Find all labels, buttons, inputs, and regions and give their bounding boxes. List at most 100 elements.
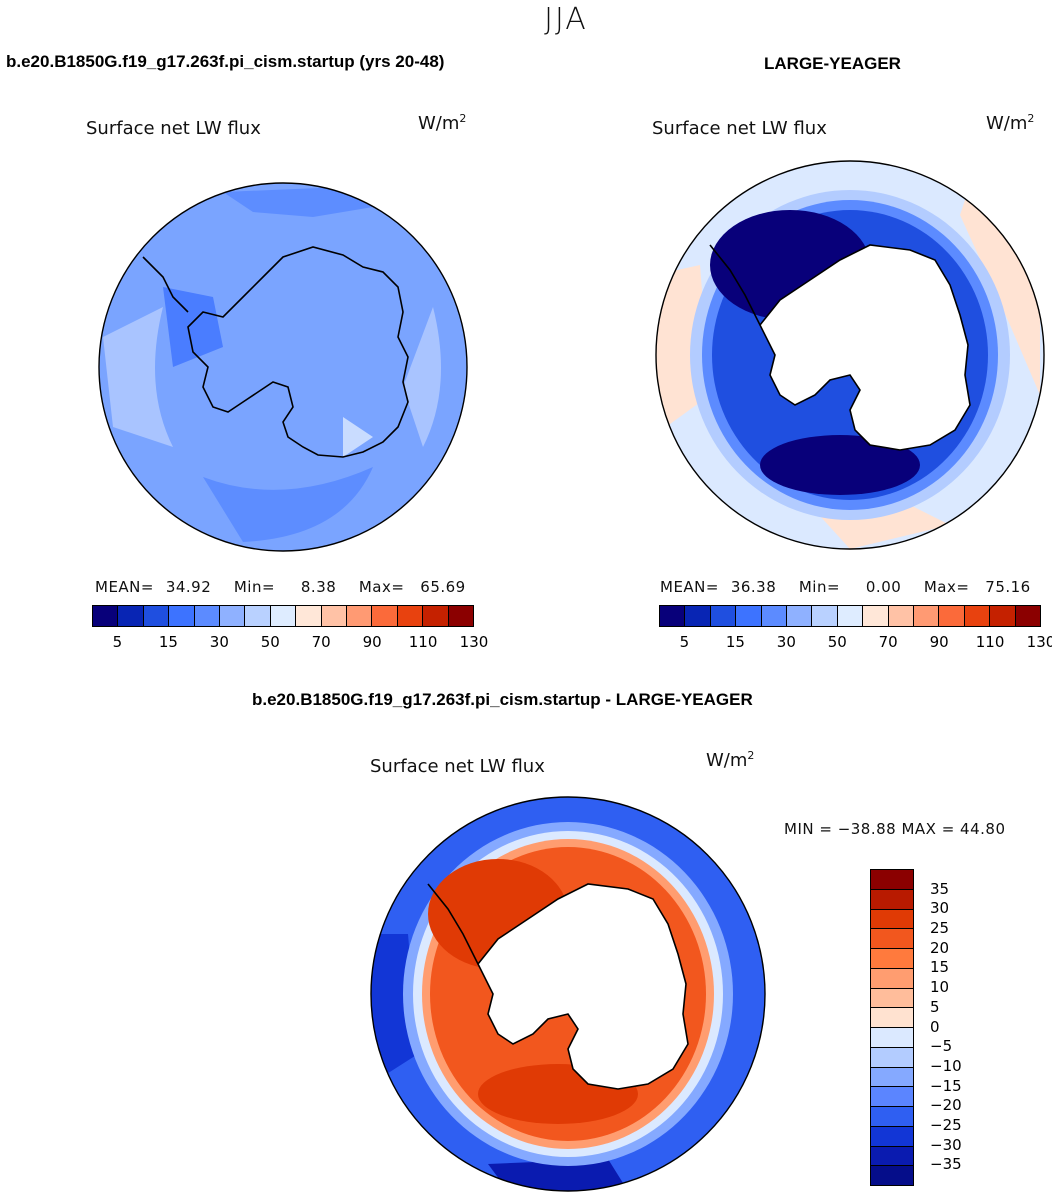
top-left-map-border <box>98 182 468 552</box>
top-right-colorbar-tick-label: 110 <box>975 633 1005 651</box>
top-left-colorbar-swatch <box>397 606 424 626</box>
top-left-field-patch <box>403 307 441 447</box>
top-left-colorbar-tick-label: 130 <box>459 633 489 651</box>
bottom-colorbar-swatch <box>871 949 913 969</box>
bottom-polar-map <box>370 796 766 1192</box>
top-left-mean-label: MEAN= <box>95 578 154 596</box>
case2-title: LARGE-YEAGER <box>764 54 901 73</box>
bottom-colorbar-tick-label: 0 <box>930 1017 940 1036</box>
bottom-colorbar-swatch <box>871 909 913 930</box>
top-right-colorbar-swatch <box>964 606 991 626</box>
top-left-mean-value: 34.92 <box>165 578 212 596</box>
top-right-colorbar-swatch <box>736 606 762 626</box>
bottom-colorbar-swatch <box>871 1126 913 1147</box>
top-left-units: W/m2 <box>418 112 467 134</box>
top-left-colorbar-swatch <box>143 606 170 626</box>
bottom-peninsula-coastline <box>427 883 479 965</box>
bottom-colorbar-swatch <box>871 1166 913 1185</box>
top-right-antarctica-coastline <box>759 244 971 451</box>
bottom-colorbar-tick-label: 15 <box>930 958 950 977</box>
top-left-colorbar-swatch <box>448 606 474 626</box>
bottom-colorbar-swatch <box>871 1087 913 1107</box>
bottom-colorbar-tick-label: −5 <box>930 1037 953 1056</box>
top-left-colorbar-tick-label: 70 <box>311 633 331 651</box>
top-right-colorbar-swatch <box>660 606 686 626</box>
top-right-colorbar-tick-label: 15 <box>725 633 745 651</box>
case1-title: b.e20.B1850G.f19_g17.263f.pi_cism.startu… <box>6 52 445 71</box>
bottom-field-patch <box>488 1159 628 1191</box>
bottom-colorbar-tick-label: 25 <box>930 919 950 938</box>
top-left-colorbar-tick-label: 50 <box>260 633 280 651</box>
top-right-colorbar-tick-label: 50 <box>827 633 847 651</box>
top-left-polar-map <box>98 182 468 552</box>
top-left-colorbar-swatch <box>296 606 322 626</box>
top-left-colorbar-tick-label: 5 <box>112 633 123 651</box>
top-left-colorbar-swatch <box>93 606 119 626</box>
bottom-units: W/m2 <box>706 749 755 771</box>
top-right-mean-label: MEAN= <box>660 578 719 596</box>
top-right-colorbar-tick-label: 90 <box>929 633 949 651</box>
top-right-variable-label: Surface net LW flux <box>652 118 827 139</box>
top-left-colorbar-swatch <box>423 606 449 626</box>
top-left-min-label: Min= <box>233 578 276 596</box>
top-right-colorbar-swatch <box>914 606 940 626</box>
bottom-colorbar-tick-label: −15 <box>930 1076 962 1095</box>
difference-title: b.e20.B1850G.f19_g17.263f.pi_cism.startu… <box>252 690 753 709</box>
bottom-colorbar-tick-label: 5 <box>930 997 940 1016</box>
top-right-stats: MEAN= 36.38 Min= 0.00 Max= 75.16 <box>660 578 1031 596</box>
top-left-variable-label: Surface net LW flux <box>86 118 261 139</box>
top-left-stats: MEAN= 34.92 Min= 8.38 Max= 65.69 <box>95 578 466 596</box>
top-left-max-value: 65.69 <box>420 578 466 596</box>
top-right-colorbar-tick-label: 70 <box>878 633 898 651</box>
top-left-colorbar-swatch <box>194 606 221 626</box>
bottom-colorbar-tick-label: −10 <box>930 1056 962 1075</box>
top-right-units: W/m2 <box>986 112 1035 134</box>
top-left-ocean-field <box>99 183 467 551</box>
top-left-peninsula-coastline <box>142 256 189 313</box>
bottom-colorbar-swatch <box>871 1107 913 1127</box>
bottom-colorbar-tick-label: −35 <box>930 1155 962 1174</box>
top-right-colorbar-swatch <box>863 606 889 626</box>
bottom-map-border <box>370 796 766 1192</box>
top-left-colorbar-swatch <box>270 606 297 626</box>
top-left-colorbar-tick-label: 90 <box>362 633 382 651</box>
bottom-variable-label: Surface net LW flux <box>370 756 545 777</box>
top-right-max-label: Max= <box>923 578 970 596</box>
bottom-colorbar-tick-label: 20 <box>930 938 950 957</box>
top-right-field-patch <box>960 185 1040 395</box>
top-left-colorbar-tick-label: 110 <box>408 633 438 651</box>
bottom-minmax: MIN = −38.88 MAX = 44.80 <box>784 820 1006 838</box>
top-left-colorbar-tick-label: 15 <box>158 633 178 651</box>
top-left-colorbar-swatch <box>372 606 398 626</box>
bottom-colorbar-swatch <box>871 870 913 890</box>
bottom-colorbar-swatch <box>871 1146 913 1167</box>
top-right-colorbar-swatch <box>1015 606 1041 626</box>
bottom-colorbar-tick-label: 35 <box>930 879 950 898</box>
bottom-colorbar-tick-label: −30 <box>930 1135 962 1154</box>
bottom-colorbar-swatch <box>871 1067 913 1088</box>
bottom-colorbar-swatch <box>871 1008 913 1028</box>
top-right-colorbar-swatch <box>685 606 711 626</box>
top-right-field-core <box>760 435 920 495</box>
bottom-colorbar-swatch <box>871 1047 913 1068</box>
top-left-colorbar-swatch <box>220 606 246 626</box>
top-left-colorbar-swatch <box>169 606 195 626</box>
top-left-field-patch <box>223 187 373 217</box>
top-right-colorbar-swatch <box>761 606 788 626</box>
top-right-colorbar-swatch <box>837 606 864 626</box>
top-right-colorbar-tick-label: 5 <box>679 633 690 651</box>
top-right-map-border <box>655 160 1045 550</box>
season-title: JJA <box>544 2 588 37</box>
bottom-colorbar-tick-label: −25 <box>930 1115 962 1134</box>
bottom-ice-mask <box>478 884 688 1089</box>
top-right-colorbar <box>659 605 1041 627</box>
top-left-field-patch <box>343 417 373 457</box>
top-right-peninsula-coastline <box>709 244 761 326</box>
bottom-colorbar-swatch <box>871 929 913 949</box>
top-right-colorbar-swatch <box>710 606 737 626</box>
top-left-max-label: Max= <box>358 578 405 596</box>
top-left-colorbar-swatch <box>347 606 373 626</box>
bottom-colorbar-swatch <box>871 1028 913 1048</box>
bottom-colorbar-tick-label: 10 <box>930 978 950 997</box>
bottom-colorbar-swatch <box>871 988 913 1009</box>
